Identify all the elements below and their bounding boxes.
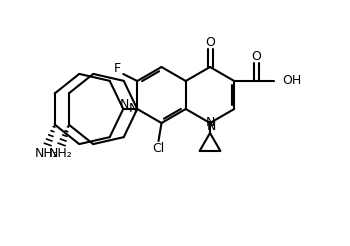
Text: O: O [205,35,215,48]
Text: N: N [206,120,216,133]
Text: F: F [114,62,121,76]
Text: N: N [120,97,129,110]
Text: NH₂: NH₂ [49,147,73,160]
Text: O: O [251,49,261,62]
Text: N: N [128,103,138,116]
Text: Cl: Cl [152,142,164,155]
Text: OH: OH [282,75,301,88]
Text: N: N [205,117,215,129]
Text: NH₂: NH₂ [35,147,59,160]
